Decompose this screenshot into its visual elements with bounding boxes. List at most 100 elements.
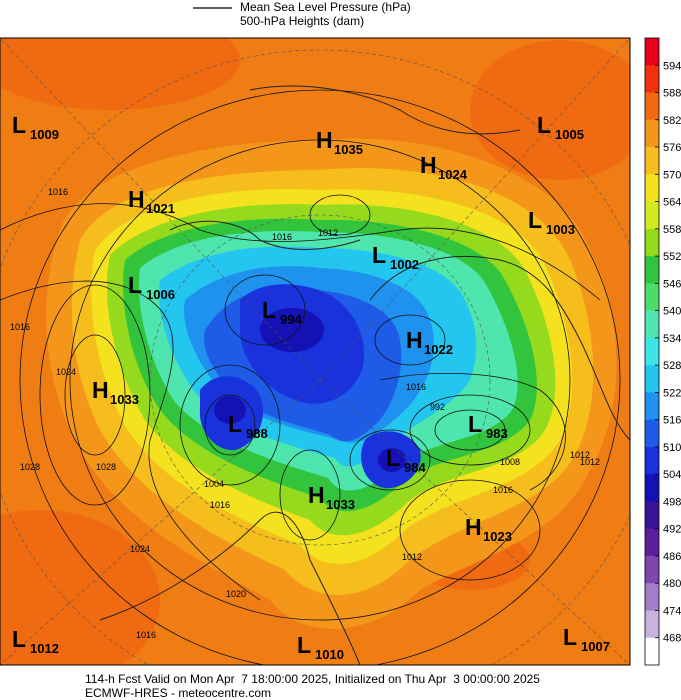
isobar-label: 1020 (226, 589, 246, 599)
center-pressure: 994 (280, 312, 302, 327)
colorbar-label: 474 (663, 605, 681, 617)
colorbar-label: 576 (663, 142, 681, 154)
colorbar-label: 492 (663, 524, 681, 536)
legend-text: Mean Sea Level Pressure (hPa) (240, 0, 411, 14)
center-pressure: 1012 (30, 641, 59, 656)
map-frame (0, 37, 631, 666)
center-letter: H (406, 327, 423, 353)
center-pressure: 1035 (334, 142, 363, 157)
colorbar-label: 534 (663, 333, 681, 345)
colorbar-label: 570 (663, 169, 681, 181)
colorbar-segment (645, 446, 659, 475)
colorbar-segment (645, 38, 659, 66)
colorbar-segment (645, 583, 659, 611)
colorbar-label: 486 (663, 551, 681, 563)
isobar-label: 1012 (570, 450, 590, 460)
colorbar-label: 588 (663, 88, 681, 100)
center-letter: L (386, 445, 400, 471)
colorbar-label: 480 (663, 578, 681, 590)
isobar-label: 1016 (136, 630, 156, 640)
footer-text: 114-h Fcst Valid on Mon Apr 7 18:00:00 2… (85, 672, 540, 686)
colorbar-segment (645, 555, 659, 584)
isobar-label: 992 (430, 402, 445, 412)
colorbar-segment (645, 637, 659, 666)
center-pressure: 1006 (146, 287, 175, 302)
isobar-label: 1016 (48, 187, 68, 197)
center-letter: L (563, 624, 577, 650)
colorbar-segment (645, 419, 659, 448)
colorbar-segment (645, 65, 659, 93)
colorbar-label: 594 (663, 60, 681, 72)
isobar-label: 1016 (406, 382, 426, 392)
center-pressure: 1005 (555, 127, 584, 142)
center-letter: H (316, 127, 333, 153)
center-letter: L (297, 632, 311, 658)
colorbar-segment (645, 310, 659, 339)
colorbar-label: 522 (663, 387, 681, 399)
center-letter: L (468, 411, 482, 437)
isobar-label: 1016 (10, 322, 30, 332)
legend-text: 500-hPa Heights (dam) (240, 14, 364, 28)
colorbar-label: 498 (663, 496, 681, 508)
colorbar-label: 582 (663, 115, 681, 127)
center-pressure: 1009 (30, 127, 59, 142)
colorbar-segment (645, 147, 659, 175)
isobar-label: 1028 (96, 462, 116, 472)
isobar-label: 1012 (318, 228, 338, 238)
center-pressure: 1024 (438, 167, 468, 182)
isobar-label: 1016 (210, 500, 230, 510)
isobar-label: 1024 (56, 367, 76, 377)
center-letter: L (12, 626, 26, 652)
colorbar-segment (645, 474, 659, 502)
center-letter: H (465, 514, 482, 540)
center-pressure: 984 (404, 460, 426, 475)
isobar-label: 1024 (130, 544, 150, 554)
colorbar-frame (644, 37, 660, 666)
center-pressure: 1010 (315, 647, 344, 662)
colorbar-label: 540 (663, 306, 681, 318)
isobar-label: 1008 (500, 457, 520, 467)
center-pressure: 983 (486, 426, 508, 441)
center-pressure: 1021 (146, 201, 175, 216)
center-letter: H (128, 186, 145, 212)
center-letter: L (528, 207, 542, 233)
isobar-label: 1016 (272, 232, 292, 242)
center-letter: L (228, 411, 242, 437)
colorbar-label: 558 (663, 224, 681, 236)
center-pressure: 1022 (424, 342, 453, 357)
center-pressure: 1033 (326, 497, 355, 512)
isobar-label: 1012 (402, 552, 422, 562)
colorbar-segment (645, 610, 659, 639)
colorbar-segment (645, 119, 659, 148)
colorbar-segment (645, 501, 659, 529)
center-letter: L (372, 242, 386, 268)
colorbar-label: 564 (663, 197, 681, 209)
footer-text: ECMWF-HRES - meteocentre.com (85, 686, 271, 700)
colorbar-label: 468 (663, 633, 681, 645)
colorbar-segment (645, 228, 659, 257)
colorbar-label: 516 (663, 415, 681, 427)
isobar-label: 1028 (20, 462, 40, 472)
colorbar: 594 588 582 576 570 564 558 552 546 540 534 528 522 5… (644, 37, 681, 666)
colorbar-segment (645, 283, 659, 311)
center-pressure: 1002 (390, 257, 419, 272)
center-pressure: 988 (246, 426, 268, 441)
colorbar-segment (645, 256, 659, 284)
colorbar-segment (645, 337, 659, 366)
colorbar-label: 504 (663, 469, 681, 481)
isobar-label: 1016 (493, 485, 513, 495)
center-pressure: 1003 (546, 222, 575, 237)
colorbar-segment (645, 92, 659, 121)
center-letter: L (262, 297, 276, 323)
colorbar-segment (645, 392, 659, 420)
isobar-label: 1004 (204, 479, 224, 489)
center-letter: H (92, 377, 109, 403)
center-pressure: 1007 (581, 639, 610, 654)
center-letter: L (12, 112, 26, 138)
isobar-label: 1012 (580, 457, 600, 467)
colorbar-segment (645, 201, 659, 230)
center-pressure: 1023 (483, 529, 512, 544)
